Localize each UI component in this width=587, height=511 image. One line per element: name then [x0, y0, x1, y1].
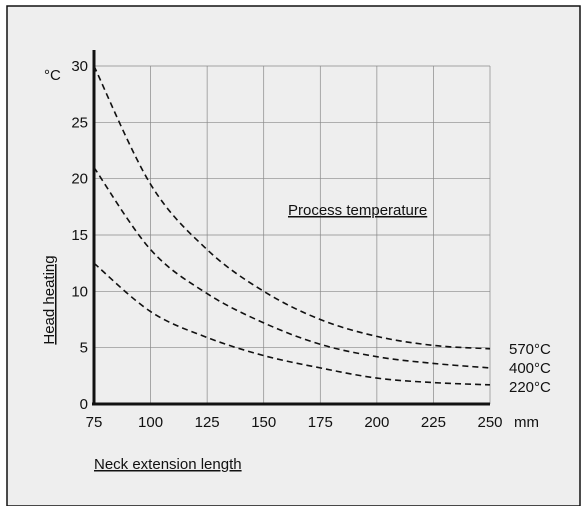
x-tick-label: 75 — [86, 414, 103, 431]
annotation-process-temperature: Process temperature — [288, 202, 427, 219]
y-tick-label: 15 — [71, 227, 88, 244]
x-tick-label: 100 — [138, 414, 163, 431]
x-tick-label: 125 — [195, 414, 220, 431]
y-unit-label: °C — [44, 67, 61, 84]
series-lines — [93, 65, 491, 386]
y-tick-label: 0 — [80, 396, 88, 413]
x-axis-title: Neck extension length — [94, 456, 242, 473]
grid — [94, 65, 491, 404]
y-tick-label: 20 — [71, 171, 88, 188]
x-tick-label: 250 — [477, 414, 502, 431]
x-tick-label: 150 — [251, 414, 276, 431]
chart-background — [6, 5, 581, 507]
tick-labels: 75 100 125 150 175 200 225 250 0 5 10 15 20 25 30 — [71, 58, 502, 431]
y-tick-label: 5 — [80, 340, 88, 357]
y-tick-label: 30 — [71, 58, 88, 75]
x-tick-label: 225 — [421, 414, 446, 431]
y-axis-title: Head heating — [41, 255, 58, 344]
x-unit-label: mm — [514, 414, 539, 431]
series-line — [93, 166, 491, 369]
y-tick-label: 25 — [71, 114, 88, 131]
y-tick-label: 10 — [71, 283, 88, 300]
series-label: 400°C — [509, 360, 551, 377]
series-label: 220°C — [509, 379, 551, 396]
x-tick-label: 175 — [308, 414, 333, 431]
series-label: 570°C — [509, 341, 551, 358]
x-tick-label: 200 — [364, 414, 389, 431]
series-line — [93, 262, 491, 386]
series-labels: 570°C 400°C 220°C — [509, 341, 551, 396]
series-line — [93, 65, 491, 350]
axes — [92, 50, 490, 406]
